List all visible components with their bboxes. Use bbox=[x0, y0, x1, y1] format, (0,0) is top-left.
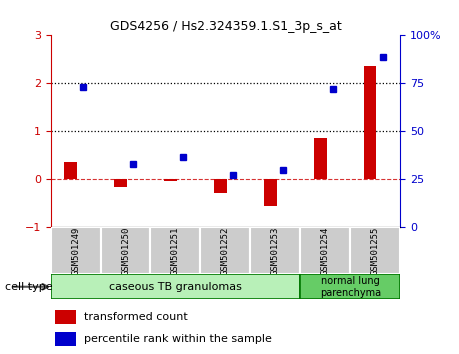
Bar bbox=[164, 179, 176, 181]
Bar bbox=[55, 332, 76, 346]
Text: GSM501249: GSM501249 bbox=[71, 226, 80, 275]
Bar bbox=[363, 67, 375, 179]
Bar bbox=[64, 162, 77, 179]
Bar bbox=[349, 227, 399, 274]
Bar bbox=[114, 179, 127, 187]
Text: cell type: cell type bbox=[5, 282, 52, 292]
Bar bbox=[200, 227, 250, 274]
Text: normal lung
parenchyma: normal lung parenchyma bbox=[319, 276, 380, 298]
Text: GSM501253: GSM501253 bbox=[270, 226, 279, 275]
Bar bbox=[313, 138, 326, 179]
Text: percentile rank within the sample: percentile rank within the sample bbox=[84, 334, 271, 344]
Bar bbox=[150, 227, 200, 274]
Bar bbox=[55, 310, 76, 324]
Text: GSM501252: GSM501252 bbox=[220, 226, 230, 275]
Bar bbox=[101, 227, 150, 274]
Bar bbox=[263, 179, 276, 206]
Text: transformed count: transformed count bbox=[84, 312, 187, 322]
Text: GSM501251: GSM501251 bbox=[171, 226, 179, 275]
Bar bbox=[50, 274, 300, 299]
Bar bbox=[250, 227, 300, 274]
Bar bbox=[214, 179, 226, 193]
Text: GSM501254: GSM501254 bbox=[320, 226, 329, 275]
Bar bbox=[300, 227, 349, 274]
Bar bbox=[50, 227, 101, 274]
Text: GSM501250: GSM501250 bbox=[121, 226, 130, 275]
Text: caseous TB granulomas: caseous TB granulomas bbox=[109, 282, 241, 292]
Title: GDS4256 / Hs2.324359.1.S1_3p_s_at: GDS4256 / Hs2.324359.1.S1_3p_s_at bbox=[109, 20, 341, 33]
Bar bbox=[300, 274, 399, 299]
Text: GSM501255: GSM501255 bbox=[370, 226, 379, 275]
